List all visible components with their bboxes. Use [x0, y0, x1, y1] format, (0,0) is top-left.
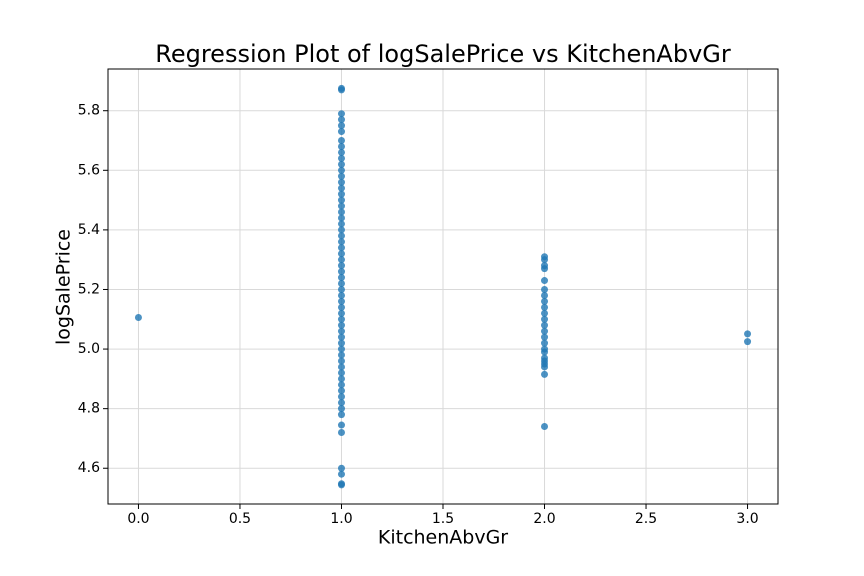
x-tick-label: 0.0	[127, 511, 149, 527]
point	[337, 110, 345, 118]
point	[337, 351, 345, 359]
y-tick-label: 5.6	[78, 162, 100, 178]
y-tick-label: 5.4	[78, 222, 100, 238]
point	[337, 190, 345, 198]
point	[337, 137, 345, 145]
point	[337, 297, 345, 305]
point	[337, 464, 345, 472]
y-tick-label: 4.6	[78, 460, 100, 476]
point	[541, 315, 549, 323]
point	[337, 333, 345, 341]
x-tick-label: 3.0	[736, 511, 758, 527]
point	[337, 428, 345, 436]
point	[337, 154, 345, 162]
point	[337, 285, 345, 293]
point	[337, 166, 345, 174]
point	[337, 148, 345, 156]
point	[337, 480, 345, 488]
point	[337, 411, 345, 419]
point	[337, 122, 345, 130]
y-tick-label: 5.0	[78, 341, 100, 357]
point	[337, 303, 345, 311]
point	[337, 244, 345, 252]
point	[541, 327, 549, 335]
point	[337, 375, 345, 383]
point	[337, 84, 345, 92]
point	[337, 291, 345, 299]
x-axis-label: KitchenAbvGr	[378, 527, 508, 549]
point	[541, 291, 549, 299]
point	[337, 196, 345, 204]
point	[337, 172, 345, 180]
plot-frame	[107, 68, 779, 505]
y-tick-label: 5.8	[78, 103, 100, 119]
point	[337, 250, 345, 258]
point	[337, 405, 345, 413]
y-tick-label: 5.2	[78, 281, 100, 297]
point	[337, 393, 345, 401]
point	[337, 363, 345, 371]
x-tick-label: 2.5	[635, 511, 657, 527]
point	[337, 369, 345, 377]
y-axis-label: logSalePrice	[53, 229, 75, 345]
point	[541, 309, 549, 317]
point	[337, 184, 345, 192]
point	[337, 160, 345, 168]
point	[337, 178, 345, 186]
point	[541, 321, 549, 329]
point	[541, 339, 549, 347]
point	[541, 277, 549, 285]
point	[337, 357, 345, 365]
point	[337, 315, 345, 323]
point	[337, 309, 345, 317]
point	[541, 370, 549, 378]
x-tick-label: 2.0	[533, 511, 555, 527]
point	[337, 214, 345, 222]
point	[337, 142, 345, 150]
point	[541, 262, 549, 270]
point	[337, 339, 345, 347]
point	[337, 220, 345, 228]
x-tick-label: 0.5	[229, 511, 251, 527]
point	[541, 345, 549, 353]
point	[337, 232, 345, 240]
point	[337, 381, 345, 389]
x-tick-label: 1.5	[432, 511, 454, 527]
point	[337, 256, 345, 264]
point	[337, 470, 345, 478]
point	[541, 297, 549, 305]
point	[337, 321, 345, 329]
point	[541, 303, 549, 311]
point	[541, 423, 549, 431]
point	[337, 208, 345, 216]
point	[337, 128, 345, 136]
point	[337, 274, 345, 282]
point	[541, 253, 549, 261]
point	[541, 285, 549, 293]
chart-title: Regression Plot of logSalePrice vs Kitch…	[155, 40, 731, 68]
point	[337, 327, 345, 335]
point	[337, 268, 345, 276]
point	[541, 354, 549, 362]
point	[337, 280, 345, 288]
point	[337, 387, 345, 395]
x-tick-label: 1.0	[330, 511, 352, 527]
y-tick-label: 4.8	[78, 401, 100, 417]
point	[337, 116, 345, 124]
point	[337, 202, 345, 210]
point	[541, 333, 549, 341]
point	[337, 226, 345, 234]
point	[744, 330, 752, 338]
point	[337, 345, 345, 353]
point	[337, 262, 345, 270]
point	[337, 421, 345, 429]
point	[337, 238, 345, 246]
point	[134, 313, 142, 321]
point	[337, 399, 345, 407]
point	[744, 338, 752, 346]
